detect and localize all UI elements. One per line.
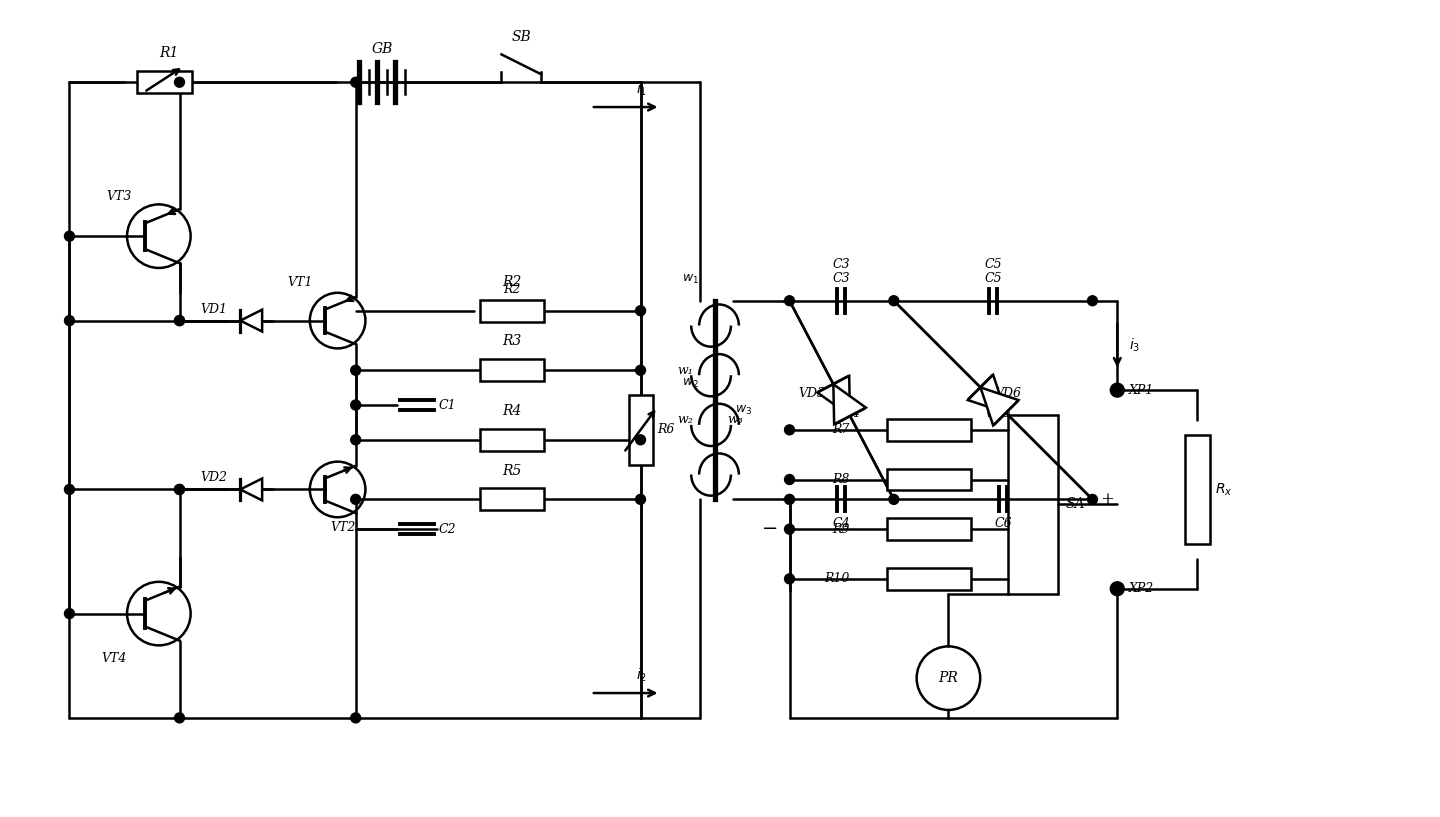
Text: VD3: VD3 [798, 387, 825, 400]
Text: VT4: VT4 [101, 652, 127, 665]
Bar [480, 489, 544, 511]
Text: $w_2$: $w_2$ [681, 377, 698, 391]
Circle shape [65, 231, 75, 241]
Bar [887, 469, 971, 490]
Circle shape [351, 713, 360, 723]
Text: C3: C3 [832, 258, 850, 271]
Circle shape [351, 435, 360, 444]
Text: VD4: VD4 [834, 407, 860, 420]
Circle shape [174, 484, 184, 494]
Bar [480, 429, 544, 451]
Bar [1185, 435, 1210, 544]
Text: R8: R8 [832, 473, 850, 486]
Text: R6: R6 [658, 423, 675, 436]
Text: R10: R10 [824, 573, 850, 585]
Text: $R_x$: $R_x$ [1214, 481, 1233, 498]
Text: R7: R7 [832, 423, 850, 436]
Circle shape [174, 315, 184, 325]
Text: VD5: VD5 [985, 407, 1011, 420]
Circle shape [785, 475, 795, 484]
Bar [887, 568, 971, 590]
Text: GB: GB [372, 42, 393, 56]
Circle shape [785, 494, 795, 504]
Circle shape [888, 296, 899, 306]
Text: $i_3$: $i_3$ [1129, 337, 1140, 354]
Polygon shape [818, 376, 850, 416]
Bar [137, 71, 192, 93]
Text: R4: R4 [501, 404, 521, 418]
Text: R9: R9 [832, 523, 850, 536]
Text: R3: R3 [501, 334, 521, 348]
Polygon shape [968, 375, 1005, 413]
Text: VD6: VD6 [995, 387, 1021, 400]
Text: $w_3$: $w_3$ [734, 404, 752, 417]
Circle shape [635, 494, 645, 504]
Circle shape [785, 574, 795, 584]
Circle shape [174, 78, 184, 87]
Circle shape [635, 365, 645, 375]
Circle shape [351, 494, 360, 504]
Circle shape [1087, 494, 1097, 504]
Bar [629, 395, 654, 465]
Polygon shape [834, 384, 865, 424]
Text: VD1: VD1 [200, 302, 228, 315]
Text: −: − [762, 520, 778, 538]
Text: R1: R1 [158, 47, 179, 60]
Text: C5: C5 [985, 272, 1002, 285]
Text: SA: SA [1066, 498, 1086, 511]
Circle shape [174, 713, 184, 723]
Circle shape [785, 296, 795, 306]
Circle shape [1087, 296, 1097, 306]
Text: C3: C3 [832, 272, 850, 285]
Text: C1: C1 [439, 399, 456, 412]
Text: R2: R2 [503, 283, 520, 296]
Circle shape [351, 365, 360, 375]
Bar [480, 300, 544, 322]
Bar [480, 359, 544, 382]
Circle shape [785, 425, 795, 435]
Circle shape [174, 484, 184, 494]
Polygon shape [240, 479, 262, 500]
Circle shape [174, 315, 184, 325]
Text: VT2: VT2 [330, 520, 356, 534]
Polygon shape [240, 310, 262, 332]
Circle shape [65, 609, 75, 618]
Text: +: + [1100, 491, 1115, 508]
Text: R5: R5 [501, 463, 521, 477]
Circle shape [1110, 383, 1125, 397]
Text: XP1: XP1 [1129, 384, 1155, 396]
Bar [887, 518, 971, 540]
Text: VD2: VD2 [200, 471, 228, 484]
Text: C6: C6 [994, 517, 1012, 530]
Text: VT3: VT3 [107, 190, 132, 203]
Text: w₃: w₃ [727, 413, 743, 426]
Text: XP2: XP2 [1129, 583, 1155, 596]
Text: R2: R2 [501, 275, 521, 289]
Bar [887, 419, 971, 441]
Text: C4: C4 [832, 517, 850, 530]
Circle shape [785, 525, 795, 534]
Circle shape [351, 78, 360, 87]
Circle shape [351, 400, 360, 410]
Circle shape [65, 315, 75, 325]
Text: w₁: w₁ [677, 364, 693, 377]
Text: $i_1$: $i_1$ [635, 81, 647, 98]
Text: SB: SB [511, 30, 531, 44]
Text: C5: C5 [985, 258, 1002, 271]
Circle shape [635, 306, 645, 315]
Text: VT1: VT1 [287, 276, 312, 289]
Text: $i_2$: $i_2$ [635, 667, 647, 684]
Text: $w_1$: $w_1$ [681, 273, 698, 286]
Polygon shape [981, 387, 1018, 426]
Text: C2: C2 [439, 523, 456, 536]
Circle shape [1110, 582, 1125, 596]
Circle shape [635, 435, 645, 444]
Text: PR: PR [939, 671, 959, 685]
Circle shape [65, 484, 75, 494]
Text: w₂: w₂ [677, 413, 693, 426]
Circle shape [888, 494, 899, 504]
